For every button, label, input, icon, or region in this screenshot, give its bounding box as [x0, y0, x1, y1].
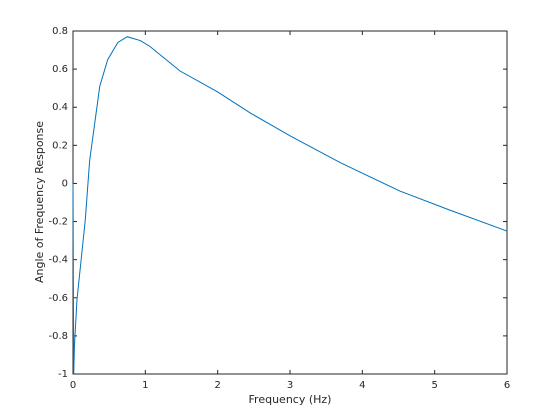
y-tick-label: 0.4 [52, 102, 68, 113]
y-axis-label: Angle of Frequency Response [33, 121, 46, 283]
y-tick-label: 0.8 [52, 26, 68, 37]
x-tick-label: 6 [504, 380, 510, 391]
y-tick-label: -0.6 [48, 293, 68, 304]
y-tick-label: 0.6 [52, 64, 68, 75]
data-line [72, 36, 508, 375]
axes-box [72, 30, 508, 375]
y-tick-label: -1 [58, 369, 68, 380]
y-tick-label: 0.2 [52, 140, 68, 151]
x-tick-label: 2 [214, 380, 220, 391]
x-tick-label: 4 [359, 380, 365, 391]
y-tick-label: -0.2 [48, 217, 68, 228]
x-tick-label: 5 [431, 380, 437, 391]
x-tick-label: 0 [70, 380, 76, 391]
y-tick-label: 0 [62, 178, 68, 189]
y-tick-label: -0.8 [48, 331, 68, 342]
y-tick-label: -0.4 [48, 255, 68, 266]
x-axis-label: Frequency (Hz) [249, 393, 332, 406]
x-tick-label: 1 [142, 380, 148, 391]
x-tick-label: 3 [287, 380, 293, 391]
